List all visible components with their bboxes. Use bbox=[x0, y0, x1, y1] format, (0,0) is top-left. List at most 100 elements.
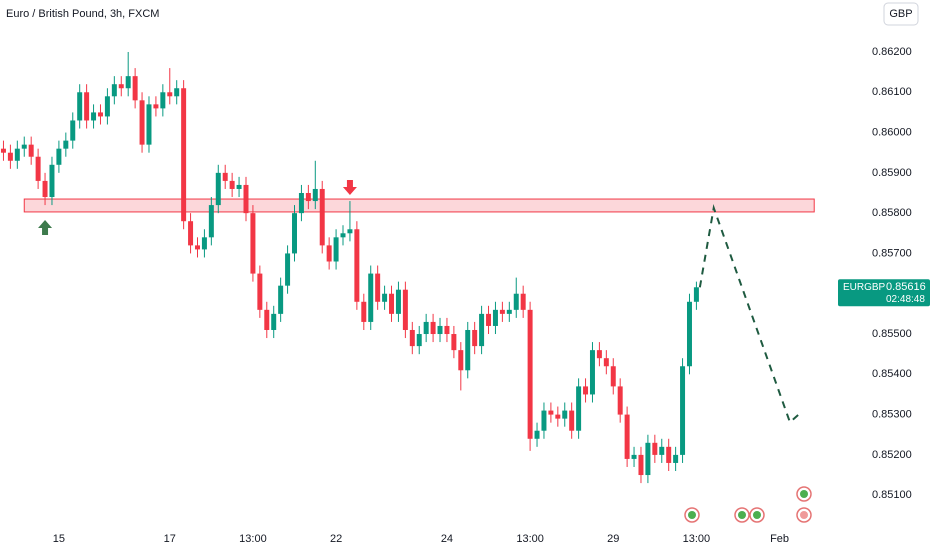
candle-body bbox=[638, 454, 644, 476]
x-tick-label: 24 bbox=[441, 533, 453, 545]
candle-body bbox=[562, 410, 568, 419]
candle-body bbox=[91, 112, 97, 121]
x-tick-label: Feb bbox=[770, 533, 789, 545]
candle-body bbox=[70, 120, 76, 141]
candle-body bbox=[49, 164, 55, 198]
candle-body bbox=[680, 366, 686, 455]
y-tick-label: 0.85900 bbox=[872, 167, 912, 179]
candle-body bbox=[458, 350, 464, 371]
candle-body bbox=[437, 325, 443, 335]
candle-body bbox=[84, 92, 90, 121]
candle-body bbox=[375, 273, 381, 302]
candle-body bbox=[395, 289, 401, 314]
y-tick-label: 0.85500 bbox=[872, 328, 912, 340]
candle-body bbox=[686, 301, 692, 367]
currency-button[interactable] bbox=[883, 2, 919, 26]
candle-body bbox=[444, 325, 450, 335]
candle-body bbox=[132, 76, 138, 101]
candle-body bbox=[569, 410, 575, 431]
candle-body bbox=[250, 213, 256, 274]
candle-body bbox=[160, 92, 166, 109]
event-icon-dot bbox=[753, 511, 761, 519]
candle-body bbox=[645, 442, 651, 476]
candle-body bbox=[347, 229, 353, 234]
candle-body bbox=[146, 104, 152, 145]
candle-body bbox=[555, 414, 561, 419]
candle-body bbox=[340, 233, 346, 238]
candle-body bbox=[271, 313, 277, 330]
candle-body bbox=[659, 446, 665, 455]
candle-body bbox=[125, 76, 131, 89]
candle-body bbox=[513, 293, 519, 310]
candle-body bbox=[548, 410, 554, 415]
price-tag bbox=[838, 279, 930, 307]
candle-body bbox=[534, 430, 540, 439]
candle-body bbox=[326, 245, 332, 262]
x-tick-label: 29 bbox=[607, 533, 619, 545]
candle-body bbox=[174, 88, 180, 97]
event-icon-dot bbox=[800, 490, 808, 498]
y-tick-label: 0.86200 bbox=[872, 46, 912, 58]
y-tick-label: 0.86100 bbox=[872, 86, 912, 98]
candle-body bbox=[139, 100, 145, 145]
candle-body bbox=[402, 289, 408, 330]
candle-body bbox=[56, 148, 62, 165]
candle-body bbox=[576, 386, 582, 431]
candle-body bbox=[527, 309, 533, 439]
candle-body bbox=[188, 221, 194, 246]
event-icon-dot bbox=[800, 511, 808, 519]
candle-body bbox=[285, 253, 291, 286]
candle-body bbox=[292, 213, 297, 254]
candle-body bbox=[624, 414, 630, 459]
candle-body bbox=[222, 172, 228, 181]
candle-body bbox=[312, 188, 318, 202]
candle-body bbox=[333, 237, 339, 262]
y-tick-label: 0.85400 bbox=[872, 368, 912, 380]
candle-body bbox=[0, 148, 6, 153]
candle-body bbox=[541, 410, 547, 431]
candle-body bbox=[264, 309, 270, 330]
x-tick-label: 13:00 bbox=[683, 533, 711, 545]
candle-body bbox=[603, 358, 609, 367]
candle-body bbox=[520, 293, 526, 310]
event-icons bbox=[684, 486, 812, 523]
projection-line bbox=[698, 203, 802, 424]
candle-body bbox=[416, 334, 422, 347]
candle-body bbox=[673, 454, 679, 463]
candle-body bbox=[354, 229, 360, 302]
candle-body bbox=[118, 84, 124, 89]
candle-body bbox=[423, 321, 429, 335]
candle-body bbox=[111, 84, 117, 97]
candle-body bbox=[194, 245, 200, 250]
x-tick-label: 13:00 bbox=[239, 533, 267, 545]
candle-body bbox=[298, 192, 304, 214]
candle-body bbox=[35, 156, 41, 181]
candle-body bbox=[243, 184, 249, 214]
candle-body bbox=[181, 88, 187, 222]
y-tick-label: 0.85200 bbox=[872, 449, 912, 461]
candle-body bbox=[610, 366, 616, 387]
price-tag-value: 0.85616 bbox=[886, 281, 926, 293]
candle-body bbox=[499, 309, 505, 314]
candle-body bbox=[430, 321, 436, 335]
candle-body bbox=[472, 329, 478, 347]
resistance-zone bbox=[23, 198, 815, 213]
candle-body bbox=[7, 152, 13, 161]
candle-body bbox=[319, 188, 325, 246]
candle-body bbox=[666, 446, 672, 463]
chart-title: Euro / British Pound, 3h, FXCM bbox=[6, 8, 159, 20]
candle-body bbox=[368, 273, 374, 322]
currency-label[interactable]: GBP bbox=[889, 8, 912, 20]
candle-body bbox=[229, 180, 235, 189]
candle-body bbox=[409, 329, 415, 347]
candle-body bbox=[479, 313, 485, 347]
candle-body bbox=[167, 92, 173, 97]
candle-body bbox=[693, 287, 699, 302]
x-tick-label: 13:00 bbox=[516, 533, 544, 545]
y-tick-label: 0.85300 bbox=[872, 409, 912, 421]
candle-body bbox=[104, 96, 110, 117]
candle-body bbox=[208, 205, 214, 238]
candle-body bbox=[583, 386, 589, 395]
